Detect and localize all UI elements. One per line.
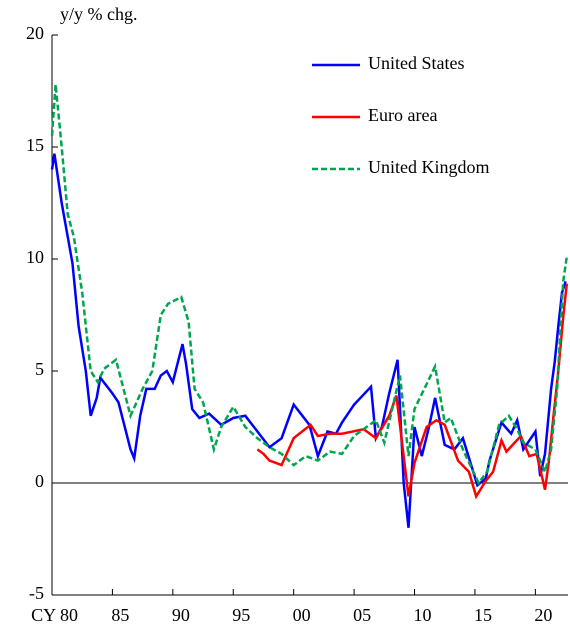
y-tick-label: 10 (26, 247, 44, 267)
line (256, 283, 569, 500)
y-tick-label: -5 (29, 583, 44, 603)
x-tick-label: 95 (232, 605, 250, 625)
x-tick-label: CY 80 (31, 605, 78, 625)
x-tick-label: 00 (293, 605, 311, 625)
x-tick-label: 90 (172, 605, 190, 625)
legend-label: Euro area (368, 105, 437, 125)
x-tick-label: 15 (474, 605, 492, 625)
legend-label: United States (368, 53, 465, 73)
x-tick-label: 10 (414, 605, 432, 625)
y-axis-label: y/y % chg. (60, 4, 137, 24)
y-tick-label: 5 (35, 359, 44, 379)
y-tick-label: 0 (35, 471, 44, 491)
y-tick-label: 20 (26, 23, 44, 43)
line (50, 153, 567, 528)
x-tick-label: 05 (353, 605, 371, 625)
y-tick-label: 15 (26, 135, 44, 155)
x-tick-label: 85 (111, 605, 129, 625)
line (50, 84, 569, 486)
x-tick-label: 20 (534, 605, 552, 625)
legend-label: United Kingdom (368, 157, 490, 177)
